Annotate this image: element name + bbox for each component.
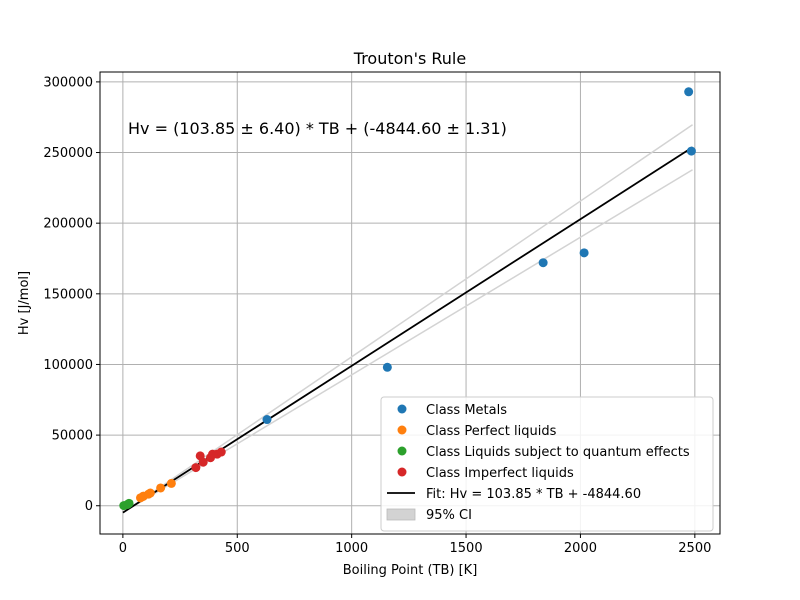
x-tick-label: 2500 <box>678 541 711 556</box>
data-point <box>579 248 589 258</box>
data-point <box>216 447 226 457</box>
y-tick-label: 0 <box>85 499 93 514</box>
legend-label: Class Metals <box>426 403 507 418</box>
data-point <box>198 457 208 467</box>
data-point <box>538 258 548 268</box>
ci-upper-line <box>122 124 693 514</box>
legend-ci-marker <box>386 508 416 521</box>
y-axis-ticks: 0 50000 100000 150000 200000 250000 300000 <box>43 75 100 514</box>
legend-label: Class Perfect liquids <box>426 424 557 439</box>
data-point <box>686 146 696 156</box>
data-point <box>124 498 134 508</box>
data-point <box>262 415 272 425</box>
x-tick-label: 1500 <box>450 541 483 556</box>
legend-marker <box>397 467 407 477</box>
legend-marker <box>397 446 407 456</box>
y-tick-label: 100000 <box>43 358 93 373</box>
y-tick-label: 200000 <box>43 217 93 232</box>
legend-label: Class Liquids subject to quantum effects <box>426 445 690 460</box>
x-tick-label: 500 <box>225 541 250 556</box>
x-axis-ticks: 0 500 1000 1500 2000 2500 <box>119 534 711 556</box>
y-tick-label: 50000 <box>52 429 93 444</box>
legend-label: Fit: Hv = 103.85 * TB + -4844.60 <box>426 487 641 502</box>
scatter-points <box>119 87 696 511</box>
legend-marker <box>397 425 407 435</box>
x-tick-label: 0 <box>119 541 127 556</box>
data-point <box>166 478 176 488</box>
y-tick-label: 300000 <box>43 75 93 90</box>
chart-title: Trouton's Rule <box>353 49 466 68</box>
grid <box>100 72 720 534</box>
fit-annotation: Hv = (103.85 ± 6.40) * TB + (-4844.60 ± … <box>128 119 507 138</box>
legend-marker <box>397 404 407 414</box>
legend: Class Metals Class Perfect liquids Class L… <box>380 396 714 532</box>
data-point <box>156 483 166 493</box>
y-axis-label: Hv [J/mol] <box>17 271 32 335</box>
data-point <box>684 87 694 97</box>
legend-box <box>380 396 714 532</box>
y-tick-label: 150000 <box>43 287 93 302</box>
data-point <box>382 362 392 372</box>
data-point <box>191 463 201 473</box>
legend-label: Class Imperfect liquids <box>426 466 574 481</box>
x-tick-label: 2000 <box>564 541 597 556</box>
y-tick-label: 250000 <box>43 146 93 161</box>
plot-frame <box>99 71 721 535</box>
x-axis-label: Boiling Point (TB) [K] <box>343 563 478 578</box>
data-point <box>145 488 155 498</box>
x-tick-label: 1000 <box>335 541 368 556</box>
legend-label: 95% CI <box>426 508 472 523</box>
